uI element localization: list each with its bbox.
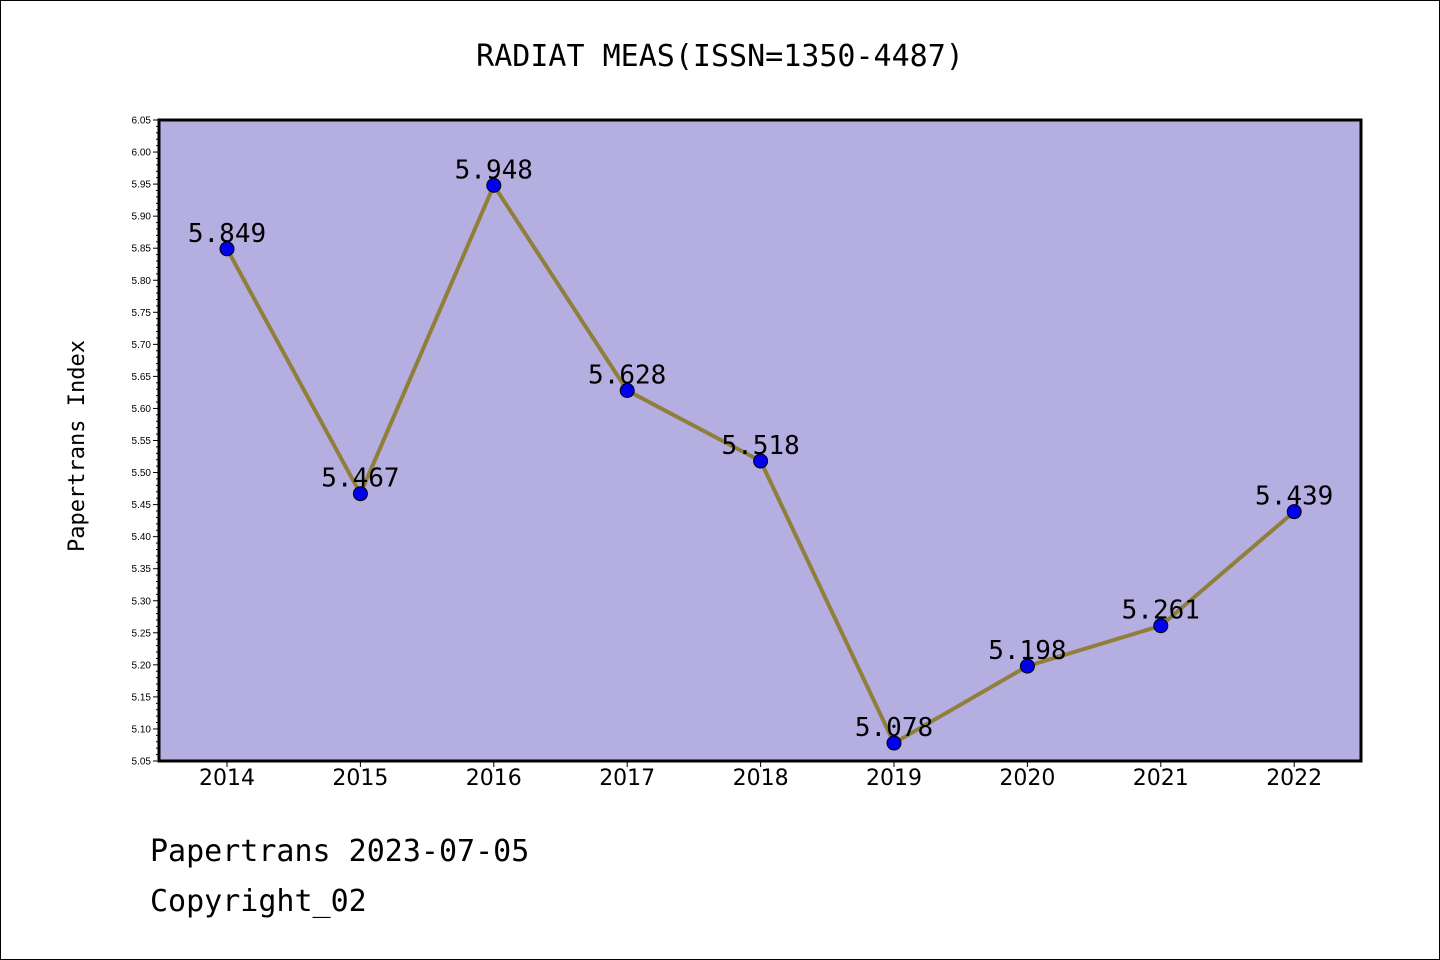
y-tick-label: 5.40 — [132, 532, 152, 543]
data-point-2014 — [219, 241, 235, 257]
y-tick-label: 6.05 — [132, 116, 152, 127]
x-tick-label: 2017 — [599, 766, 655, 791]
footer-copyright: Copyright_02 — [150, 884, 367, 919]
y-tick-label: 5.90 — [132, 212, 152, 223]
x-tick-label: 2016 — [466, 766, 522, 791]
data-label-2015: 5.467 — [321, 464, 399, 494]
data-label-2019: 5.078 — [855, 713, 933, 743]
data-point-2021 — [1153, 618, 1169, 634]
data-point-2022 — [1286, 504, 1302, 520]
y-tick-label: 5.50 — [132, 468, 152, 479]
y-tick-label: 5.05 — [132, 757, 152, 768]
y-axis-ticks: 5.05 5.10 5.15 5.20 5.25 5.30 5.35 5.40 5.45 5.50… — [132, 116, 159, 768]
y-tick-label: 5.15 — [132, 692, 152, 703]
data-label-2017: 5.628 — [588, 361, 666, 391]
y-tick-label: 5.10 — [132, 724, 152, 735]
y-tick-label: 5.30 — [132, 596, 152, 607]
data-point-2020 — [1019, 658, 1035, 674]
y-tick-label: 5.75 — [132, 308, 152, 319]
x-tick-label: 2019 — [866, 766, 922, 791]
y-tick-label: 5.20 — [132, 660, 152, 671]
y-tick-label: 5.80 — [132, 276, 152, 287]
data-point-2016 — [486, 177, 502, 193]
y-tick-label: 5.60 — [132, 404, 152, 415]
x-tick-label: 2021 — [1133, 766, 1189, 791]
chart-title: RADIAT MEAS(ISSN=1350-4487) — [476, 39, 964, 74]
data-label-2020: 5.198 — [988, 636, 1066, 666]
data-labels: 5.849 5.467 5.948 5.628 5.518 5.078 5.198 5.261… — [188, 155, 1333, 743]
y-tick-label: 5.65 — [132, 372, 152, 383]
y-tick-label: 5.95 — [132, 180, 152, 191]
x-axis-ticks: 2014 2015 2016 2017 2018 2019 2020 2021 2022 — [199, 761, 1322, 791]
x-tick-label: 2022 — [1266, 766, 1322, 791]
y-tick-label: 6.00 — [132, 148, 152, 159]
data-point-2019 — [886, 735, 902, 751]
x-tick-label: 2014 — [199, 766, 255, 791]
y-tick-label: 5.70 — [132, 340, 152, 351]
data-label-2014: 5.849 — [188, 219, 266, 249]
data-label-2016: 5.948 — [455, 155, 533, 185]
y-tick-label: 5.45 — [132, 500, 152, 511]
data-label-2021: 5.261 — [1122, 596, 1200, 626]
data-points — [219, 177, 1302, 751]
x-tick-label: 2015 — [332, 766, 388, 791]
data-point-2015 — [352, 486, 368, 502]
footer-date: Papertrans 2023-07-05 — [150, 834, 530, 869]
data-point-2017 — [619, 383, 635, 399]
data-label-2018: 5.518 — [721, 431, 799, 461]
y-tick-label: 5.85 — [132, 244, 152, 255]
y-tick-label: 5.55 — [132, 436, 152, 447]
x-tick-label: 2020 — [999, 766, 1055, 791]
plot-area — [157, 118, 1363, 763]
data-label-2022: 5.439 — [1255, 482, 1333, 512]
x-tick-label: 2018 — [733, 766, 789, 791]
data-point-2018 — [753, 453, 769, 469]
y-tick-label: 5.25 — [132, 628, 152, 639]
y-tick-label: 5.35 — [132, 564, 152, 575]
y-axis-label: Papertrans Index — [65, 340, 90, 552]
